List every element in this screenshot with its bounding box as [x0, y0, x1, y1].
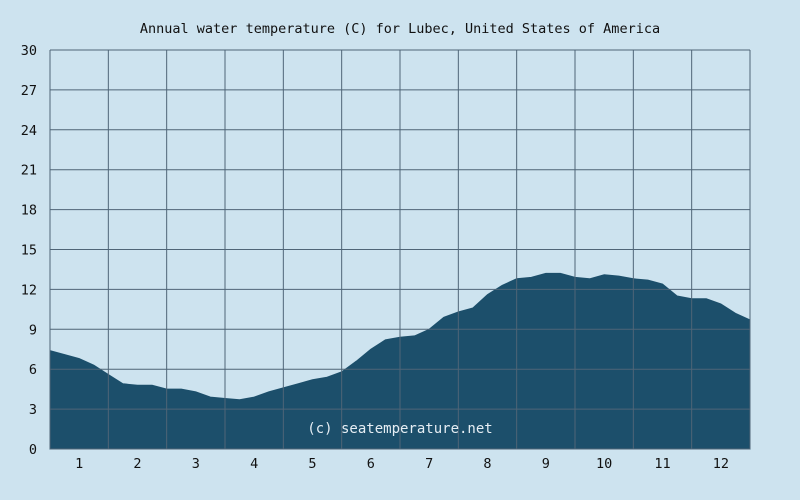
y-tick-label: 27: [21, 83, 37, 99]
y-tick-label: 15: [21, 243, 37, 259]
x-tick-labels: 1 2 3 4 5 6 7 8 9 10 11 12: [75, 456, 729, 472]
y-tick-label: 0: [29, 442, 37, 458]
watermark: (c) seatemperature.net: [307, 421, 492, 437]
x-tick-label: 3: [192, 456, 200, 472]
y-tick-label: 12: [21, 282, 37, 298]
x-tick-label: 9: [542, 456, 550, 472]
x-tick-label: 7: [425, 456, 433, 472]
x-tick-label: 5: [308, 456, 316, 472]
x-tick-label: 10: [596, 456, 612, 472]
y-tick-label: 9: [29, 322, 37, 338]
x-tick-label: 2: [133, 456, 141, 472]
y-tick-label: 30: [21, 43, 37, 59]
y-tick-labels: 0 3 6 9 12 15 18 21 24 27 30: [21, 43, 37, 458]
x-tick-label: 12: [713, 456, 729, 472]
y-tick-label: 18: [21, 203, 37, 219]
y-tick-label: 24: [21, 123, 37, 139]
y-tick-label: 6: [29, 362, 37, 378]
x-tick-label: 1: [75, 456, 83, 472]
grid-layer: [49, 49, 751, 450]
y-tick-label: 3: [29, 402, 37, 418]
y-tick-label: 21: [21, 163, 37, 179]
x-tick-label: 4: [250, 456, 258, 472]
x-tick-label: 6: [367, 456, 375, 472]
x-tick-label: 11: [654, 456, 670, 472]
x-tick-label: 8: [483, 456, 491, 472]
chart-title: Annual water temperature (C) for Lubec, …: [140, 21, 660, 37]
